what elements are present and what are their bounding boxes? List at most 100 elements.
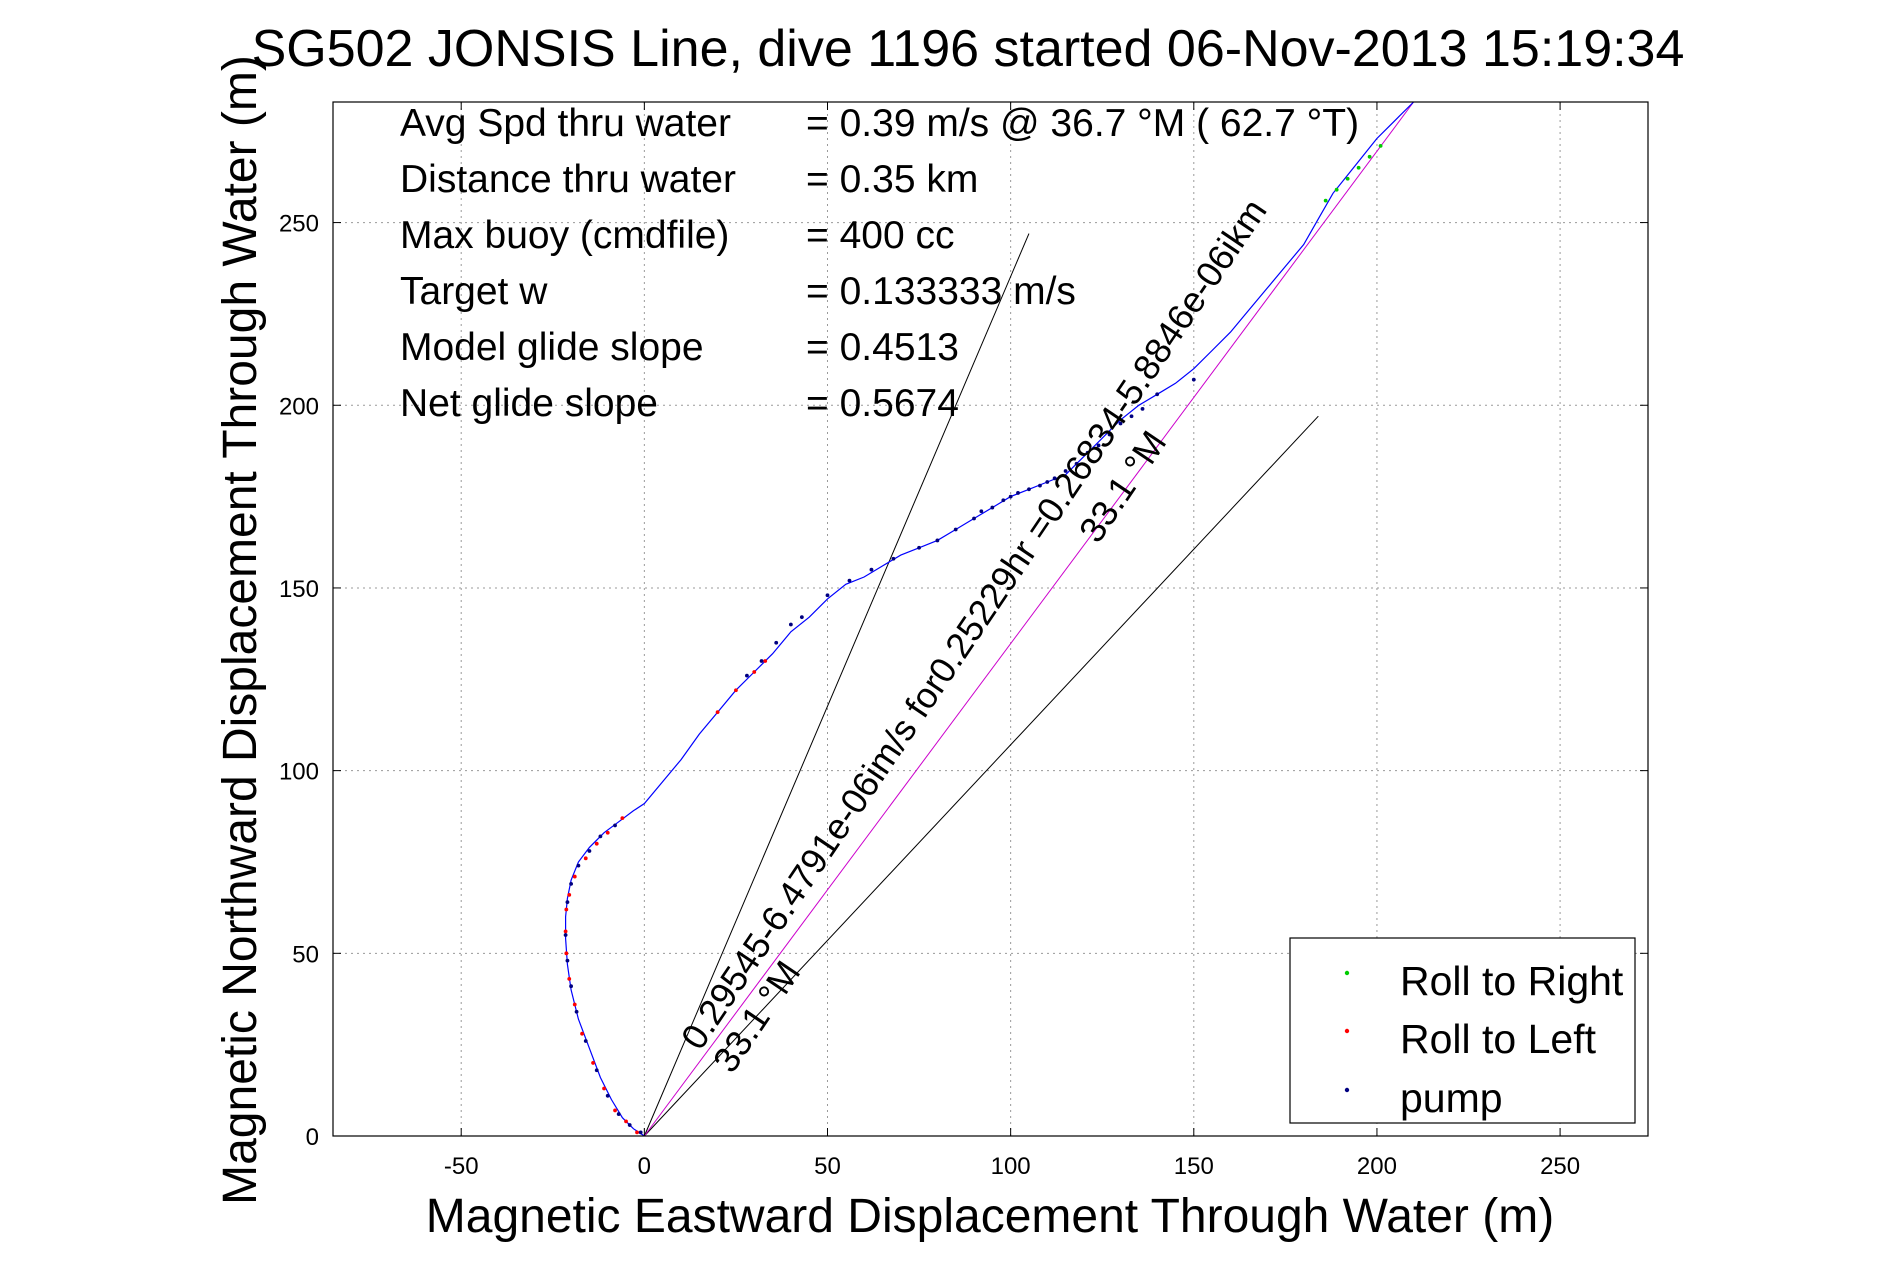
point-roll-to-left xyxy=(734,688,738,693)
point-roll-to-right xyxy=(1367,154,1372,159)
y-tick-label: 0 xyxy=(306,1124,319,1151)
track-layer xyxy=(564,101,1415,1137)
point-pump xyxy=(953,527,958,532)
legend: Roll to Right Roll to Left pump xyxy=(1289,937,1636,1124)
point-pump xyxy=(1045,480,1050,484)
point-pump xyxy=(587,849,592,853)
point-roll-to-right xyxy=(1356,165,1361,170)
point-pump xyxy=(569,984,573,989)
legend-label-pump: pump xyxy=(1400,1075,1503,1121)
chart-title: SG502 JONSIS Line, dive 1196 started 06-… xyxy=(252,20,1685,78)
stat-label-avg-speed: Avg Spd thru water xyxy=(400,102,731,145)
point-roll-to-left xyxy=(572,1002,577,1007)
y-axis-label: Magnetic Northward Displacement Through … xyxy=(214,55,267,1205)
point-pump xyxy=(1052,476,1057,481)
legend-label-roll-right: Roll to Right xyxy=(1400,958,1624,1004)
marker-layer xyxy=(563,143,1383,1135)
point-pump xyxy=(594,1068,599,1073)
point-pump xyxy=(1096,443,1101,448)
point-pump xyxy=(891,556,896,561)
point-pump xyxy=(745,673,749,678)
point-roll-to-left xyxy=(602,1086,606,1091)
y-tick-label: 50 xyxy=(292,941,319,968)
point-pump xyxy=(799,615,804,620)
point-roll-to-left xyxy=(564,907,569,912)
point-pump xyxy=(1016,491,1020,495)
x-tick-label: 0 xyxy=(638,1153,651,1180)
y-tick-label: 250 xyxy=(279,211,319,238)
stat-value-net-glide: = 0.5674 xyxy=(806,382,959,425)
stat-label-distance: Distance thru water xyxy=(400,158,736,201)
point-pump xyxy=(565,900,570,905)
point-roll-to-right xyxy=(1334,187,1339,192)
point-pump xyxy=(1107,432,1112,437)
stat-value-model-glide: = 0.4513 xyxy=(806,326,959,369)
legend-marker-pump xyxy=(1344,1087,1350,1093)
legend-marker-roll-left xyxy=(1344,1028,1350,1034)
point-pump xyxy=(847,578,852,583)
point-pump xyxy=(1038,483,1042,488)
point-roll-to-left xyxy=(605,830,610,835)
point-roll-to-left xyxy=(567,892,572,897)
point-pump xyxy=(1001,498,1006,503)
point-roll-to-left xyxy=(563,929,568,934)
point-roll-to-left xyxy=(613,1108,617,1113)
point-pump xyxy=(576,863,581,868)
point-pump xyxy=(825,593,830,598)
point-pump xyxy=(1008,494,1013,499)
point-roll-to-left xyxy=(580,1031,584,1036)
point-pump xyxy=(788,622,793,627)
point-pump xyxy=(759,659,764,663)
stat-value-max-buoy: = 400 cc xyxy=(806,214,955,257)
point-pump xyxy=(616,1112,621,1116)
point-pump xyxy=(613,823,617,828)
point-roll-to-right xyxy=(1345,176,1350,181)
legend-label-roll-left: Roll to Left xyxy=(1400,1016,1597,1062)
point-pump xyxy=(979,509,984,514)
point-pump xyxy=(774,640,779,645)
point-pump xyxy=(598,834,603,839)
point-pump xyxy=(1063,469,1068,473)
stat-value-distance: = 0.35 km xyxy=(806,158,978,201)
x-tick-label: 250 xyxy=(1540,1153,1580,1180)
point-roll-to-left xyxy=(763,659,768,663)
point-roll-to-left xyxy=(572,874,577,879)
glide-cone-upper xyxy=(643,233,1030,1137)
plot-frame xyxy=(332,101,1649,1137)
stat-label-model-glide: Model glide slope xyxy=(400,326,704,369)
point-pump xyxy=(917,545,921,550)
y-tick-label: 100 xyxy=(279,759,319,786)
point-pump xyxy=(1085,450,1090,455)
x-tick-label: 200 xyxy=(1357,1153,1397,1180)
point-pump xyxy=(1191,377,1196,382)
point-pump xyxy=(869,567,874,572)
x-tick-label: 150 xyxy=(1174,1153,1214,1180)
point-pump xyxy=(1027,487,1031,492)
point-roll-to-left xyxy=(624,1119,628,1124)
point-roll-to-left xyxy=(594,841,599,846)
point-pump xyxy=(1129,414,1134,419)
x-tick-label: 50 xyxy=(814,1153,841,1180)
point-pump xyxy=(1155,392,1160,397)
legend-marker-roll-right xyxy=(1344,970,1350,976)
stat-label-max-buoy: Max buoy (cmdfile) xyxy=(400,214,729,257)
point-pump xyxy=(1118,421,1123,426)
point-pump xyxy=(1074,461,1079,466)
stat-label-net-glide: Net glide slope xyxy=(400,382,658,425)
point-roll-to-left xyxy=(567,976,572,981)
point-roll-to-left xyxy=(583,856,588,861)
x-tick-label: -50 xyxy=(444,1153,479,1180)
point-roll-to-left xyxy=(635,1130,639,1135)
x-tick-label: 100 xyxy=(991,1153,1031,1180)
stat-label-target-w: Target w xyxy=(400,270,548,313)
reference-lines xyxy=(643,101,1414,1137)
tick-layer: -50 0 50 100 150 200 250 0 50 100 150 200 250 xyxy=(279,102,1648,1180)
point-roll-to-left xyxy=(752,670,757,674)
point-pump xyxy=(935,538,940,543)
net-heading-line xyxy=(643,101,1414,1137)
point-pump xyxy=(569,881,573,886)
point-roll-to-right xyxy=(1378,143,1383,148)
point-pump xyxy=(638,1130,643,1135)
point-pump xyxy=(972,516,976,521)
